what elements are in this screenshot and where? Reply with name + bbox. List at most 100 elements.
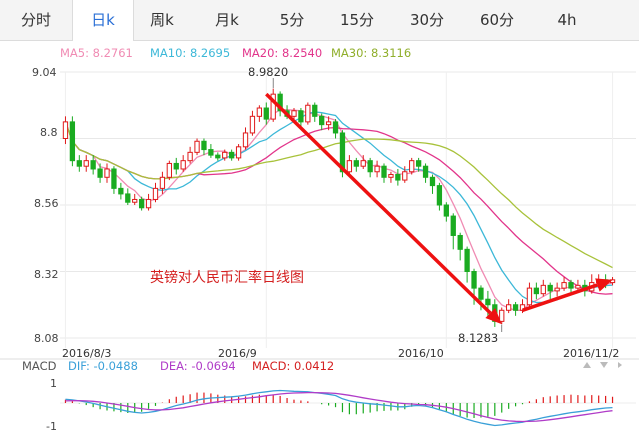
candle: [325, 116, 332, 131]
y-tick-label: 8.32: [34, 268, 59, 281]
scroll-controls[interactable]: [583, 362, 622, 368]
candle-body: [173, 162, 179, 170]
candle: [589, 274, 595, 294]
candle: [360, 155, 366, 169]
candle-body: [436, 185, 443, 206]
dea-legend: DEA: -0.0694: [160, 359, 236, 373]
candle: [222, 149, 228, 161]
macd-y-tick: -1: [46, 420, 57, 432]
candle-body: [152, 187, 159, 200]
candle: [367, 157, 373, 178]
candle-body: [568, 282, 574, 289]
candle: [125, 188, 131, 205]
ma10-legend: MA10: 8.2695: [150, 46, 230, 60]
tab-intraday[interactable]: 分时: [20, 11, 51, 29]
tab-15min[interactable]: 15分: [339, 11, 375, 29]
candle: [132, 193, 138, 205]
ma30-legend: MA30: 8.3116: [331, 46, 411, 60]
scroll-up-icon[interactable]: [583, 362, 591, 368]
arrow-head: [595, 278, 613, 292]
period-tabbar: 分时 日k 周k 月k 5分 15分 30分 60分 4h: [0, 0, 639, 41]
candle: [235, 144, 242, 161]
candle: [90, 155, 96, 175]
candle-body: [145, 198, 152, 209]
candle-body: [422, 165, 429, 178]
ma20-legend: MA20: 8.2540: [242, 46, 322, 60]
candle: [415, 157, 422, 172]
candle: [499, 307, 505, 325]
candle: [83, 155, 89, 172]
candle: [249, 110, 256, 136]
candle-body: [194, 140, 200, 153]
candle: [138, 196, 145, 211]
candle: [464, 246, 470, 283]
candle: [512, 301, 519, 316]
macd-title: MACD: [22, 359, 57, 373]
candle: [229, 149, 235, 161]
candle-body: [256, 107, 263, 117]
ma30-line: [64, 121, 613, 269]
candle: [319, 113, 325, 131]
candle: [561, 277, 567, 291]
candle-body: [83, 160, 89, 167]
candle: [69, 116, 76, 167]
candle: [215, 152, 221, 161]
tab-4h[interactable]: 4h: [557, 11, 577, 29]
candle: [298, 108, 304, 128]
candle-body: [270, 93, 276, 120]
candle: [118, 182, 124, 200]
y-tick-label: 8.56: [34, 197, 59, 210]
candle-body: [339, 132, 346, 173]
y-tick-label: 8.8: [40, 126, 58, 139]
candle: [609, 277, 616, 286]
candle-body: [69, 121, 76, 162]
candle-body: [402, 171, 408, 181]
candle: [519, 299, 526, 314]
candle-body: [353, 160, 359, 167]
tab-60min[interactable]: 60分: [479, 11, 515, 29]
candle: [436, 182, 443, 211]
candle-body: [215, 154, 221, 159]
candle-body: [208, 149, 214, 156]
candle-body: [360, 160, 366, 167]
tab-weekly-k[interactable]: 周k: [150, 11, 174, 29]
x-axis-label: 2016/11/2: [563, 347, 619, 360]
candle-body: [332, 121, 339, 134]
tab-monthly-k[interactable]: 月k: [215, 11, 239, 29]
candle-body: [277, 93, 283, 112]
candle: [305, 102, 311, 125]
tab-30min[interactable]: 30分: [409, 11, 445, 29]
candle: [173, 157, 179, 175]
candle: [388, 171, 394, 183]
candle-body: [485, 298, 491, 306]
candle-body: [561, 282, 567, 289]
candle-body: [499, 309, 505, 322]
scroll-down-icon[interactable]: [600, 362, 608, 368]
annotation-text: 英镑对人民币汇率日线图: [150, 269, 304, 286]
candle: [97, 163, 103, 183]
candle-body: [90, 160, 96, 170]
candle: [62, 116, 69, 145]
candle: [374, 160, 380, 178]
candle-body: [159, 176, 166, 189]
candle-body: [180, 160, 186, 170]
candle: [201, 138, 207, 156]
candle-body: [325, 121, 332, 126]
ma5-legend: MA5: 8.2761: [60, 46, 133, 60]
candle-body: [138, 198, 145, 209]
high-price-label: 8.9820: [248, 65, 288, 79]
candle-body: [540, 284, 546, 295]
candle: [76, 155, 82, 172]
candle: [242, 127, 249, 150]
candle: [575, 279, 581, 291]
tab-5min[interactable]: 5分: [279, 11, 305, 29]
candle-body: [471, 271, 477, 289]
candle-body: [298, 110, 304, 123]
candle-body: [506, 304, 512, 311]
arrow-shaft: [521, 283, 598, 312]
dif-legend: DIF: -0.0488: [68, 359, 138, 373]
scroll-right-icon[interactable]: [618, 362, 622, 368]
tab-daily-k[interactable]: 日k: [72, 0, 134, 41]
candle-body: [242, 132, 249, 148]
candle-body: [166, 162, 172, 178]
